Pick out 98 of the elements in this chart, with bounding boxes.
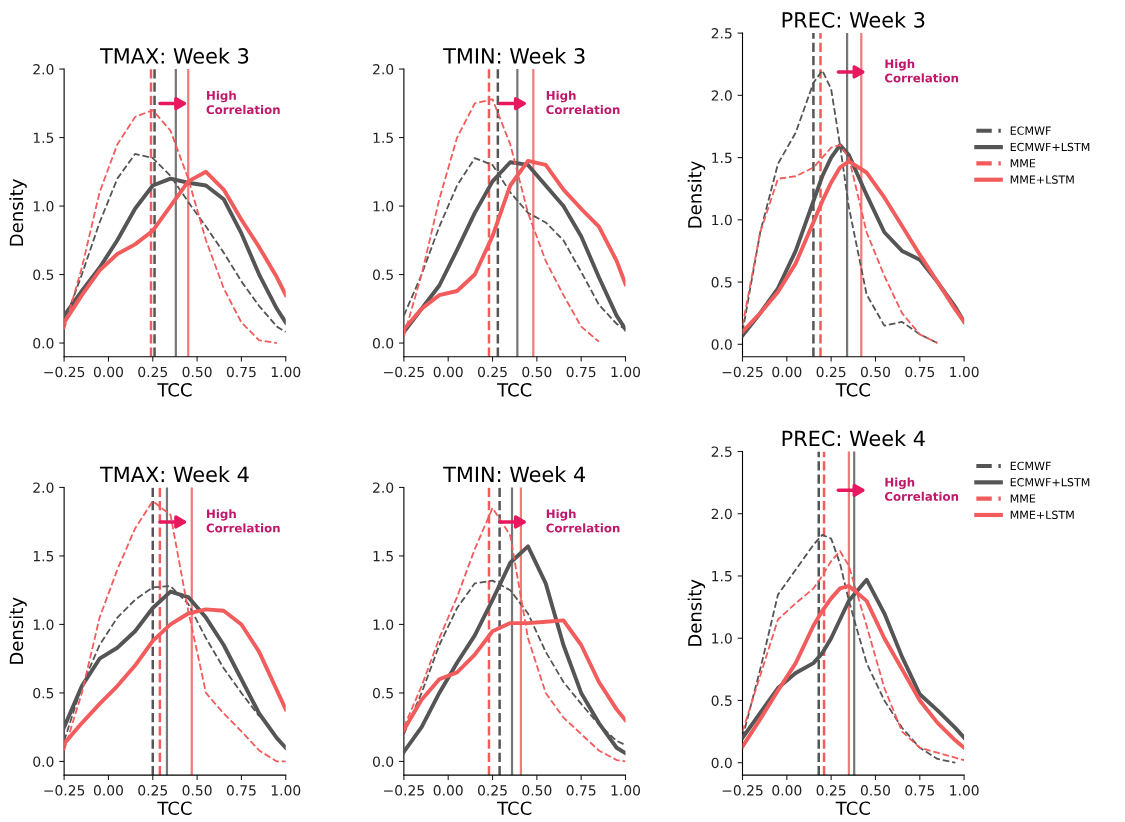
y-tick-label: 0.0 (372, 756, 394, 767)
y-tick-label: 0.5 (372, 269, 393, 281)
x-axis-title: TCC (497, 801, 532, 816)
x-tick-label: 1.00 (271, 366, 301, 378)
x-tick-label: 0.50 (860, 366, 891, 378)
y-tick-label: 1.0 (33, 201, 54, 212)
y-tick-label: 1.5 (33, 551, 54, 562)
x-tick-label: 0.00 (433, 366, 463, 378)
y-tick-label: 2.0 (373, 482, 394, 493)
x-tick-label: 0.25 (816, 785, 846, 796)
x-axis-title: TCC (157, 383, 192, 397)
y-tick-label: 0.0 (372, 338, 394, 349)
x-tick-label: 0.50 (522, 366, 552, 378)
x-tick-label: 1.00 (950, 785, 979, 796)
chart-title: PREC: Week 4 (782, 430, 925, 447)
x-tick-label: 0.50 (522, 785, 552, 796)
x-axis-title: TCC (157, 801, 192, 816)
legend-label: ECMWF (1010, 461, 1051, 471)
y-axis-title: Density (9, 597, 27, 664)
x-tick-label: 1.00 (271, 785, 301, 796)
legend-label: ECMWF (1010, 126, 1051, 135)
x-axis-title: TCC (497, 383, 532, 397)
y-tick-label: 0.5 (33, 269, 54, 281)
legend-label: ECMWF+LSTM (1010, 477, 1090, 487)
x-tick-label: −0.25 (44, 785, 85, 796)
y-tick-label: 2.0 (373, 64, 394, 75)
x-tick-label: 0.75 (566, 785, 596, 796)
y-tick-label: 2.0 (33, 482, 54, 493)
x-tick-label: 0.00 (93, 785, 123, 796)
x-tick-label: 0.75 (226, 785, 256, 796)
x-tick-label: 0.75 (566, 366, 596, 378)
y-tick-label: 2.5 (711, 28, 732, 39)
annotation: High Correlation (546, 90, 620, 115)
x-tick-label: 0.75 (226, 366, 256, 378)
chart-title: TMIN: Week 4 (443, 466, 586, 483)
x-tick-label: −0.25 (384, 366, 424, 378)
y-tick-label: 0.5 (711, 277, 732, 288)
y-tick-label: 2.0 (33, 64, 54, 75)
x-tick-label: 0.25 (477, 785, 507, 796)
annotation: High Correlation (884, 59, 959, 83)
y-axis-title: Density (687, 579, 706, 646)
y-axis-title: Density (9, 179, 27, 246)
x-tick-label: 0.00 (433, 785, 463, 796)
x-axis-title: TCC (835, 383, 870, 397)
y-tick-label: 1.5 (33, 132, 54, 144)
y-tick-label: 1.0 (373, 201, 394, 212)
y-tick-label: 1.5 (373, 551, 393, 562)
y-tick-label: 0.0 (711, 339, 732, 350)
legend-label: MME (1010, 159, 1036, 168)
x-tick-label: 0.25 (138, 785, 168, 796)
x-tick-label: −0.25 (44, 366, 85, 378)
x-tick-label: 0.25 (477, 366, 507, 378)
x-tick-label: 0.50 (860, 785, 891, 796)
y-tick-label: 1.0 (33, 619, 54, 630)
y-tick-label: 0.0 (33, 338, 54, 349)
y-tick-label: 2.5 (711, 446, 732, 457)
x-tick-label: 0.00 (772, 785, 802, 796)
x-tick-label: 0.00 (772, 366, 802, 378)
legend-label: MME+LSTM (1010, 510, 1074, 520)
x-tick-label: 0.75 (905, 366, 935, 378)
y-axis-title: Density (687, 161, 706, 228)
x-tick-label: 1.00 (950, 366, 979, 378)
x-tick-label: −0.25 (722, 366, 763, 378)
y-tick-label: 2.0 (711, 508, 732, 520)
x-tick-label: 0.50 (182, 366, 212, 378)
chart-title: TMAX: Week 3 (99, 47, 249, 64)
y-tick-label: 0.5 (372, 687, 393, 699)
x-tick-label: 0.75 (905, 785, 935, 796)
y-tick-label: 2.0 (711, 90, 732, 101)
x-axis-title: TCC (835, 801, 870, 816)
annotation: High Correlation (884, 477, 959, 501)
y-tick-label: 1.5 (712, 571, 732, 582)
annotation: High Correlation (206, 509, 280, 533)
legend-label: MME (1010, 494, 1036, 503)
chart-title: TMIN: Week 3 (443, 47, 585, 64)
x-tick-label: 0.50 (182, 785, 212, 796)
x-tick-label: −0.25 (384, 785, 424, 796)
chart-title: TMAX: Week 4 (99, 466, 249, 483)
y-tick-label: 0.5 (33, 687, 54, 699)
y-tick-label: 0.0 (711, 757, 732, 769)
x-tick-label: 1.00 (611, 366, 641, 378)
legend-label: MME+LSTM (1010, 175, 1074, 184)
x-tick-label: 0.25 (816, 366, 846, 378)
y-tick-label: 1.0 (712, 214, 732, 226)
x-tick-label: −0.25 (722, 785, 763, 796)
x-tick-label: 0.00 (93, 366, 123, 378)
y-tick-label: 1.5 (373, 132, 393, 144)
y-tick-label: 0.5 (711, 695, 732, 706)
x-tick-label: 0.25 (138, 366, 168, 378)
annotation: High Correlation (546, 509, 620, 533)
y-tick-label: 1.0 (712, 633, 732, 644)
x-tick-label: 1.00 (611, 785, 641, 796)
annotation: High Correlation (206, 90, 280, 115)
y-tick-label: 1.5 (712, 152, 732, 164)
legend-label: ECMWF+LSTM (1010, 142, 1090, 152)
y-tick-label: 0.0 (33, 756, 54, 767)
y-tick-label: 1.0 (373, 619, 394, 630)
chart-title: PREC: Week 3 (782, 11, 925, 28)
